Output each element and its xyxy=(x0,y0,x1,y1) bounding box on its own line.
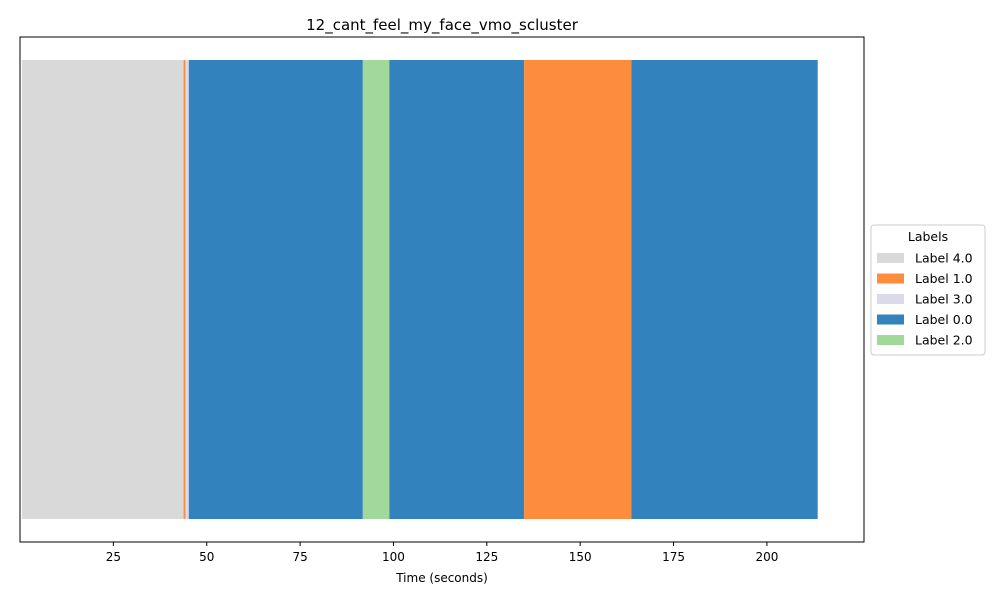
x-axis-ticks: 25 50 75 100 125 150 175 200 xyxy=(106,542,778,564)
legend-swatch-1 xyxy=(877,273,904,284)
x-tick-label-125: 125 xyxy=(475,550,498,564)
segment-6 xyxy=(524,60,632,519)
x-tick-label-100: 100 xyxy=(382,550,405,564)
segment-0 xyxy=(21,60,184,519)
x-tick-label-75: 75 xyxy=(292,550,307,564)
legend-swatch-0 xyxy=(877,253,904,263)
legend-swatch-3 xyxy=(877,314,904,325)
x-tick-label-50: 50 xyxy=(199,550,214,564)
segment-7 xyxy=(631,60,818,519)
segment-1 xyxy=(183,60,186,519)
legend-label-2: Label 3.0 xyxy=(915,292,973,307)
legend-entries: Label 4.0 Label 1.0 Label 3.0 Label 0.0 Labe… xyxy=(877,251,973,348)
segments-group xyxy=(21,60,818,519)
chart-title: 12_cant_feel_my_face_vmo_scluster xyxy=(306,16,579,35)
segment-3 xyxy=(188,60,363,519)
x-tick-label-200: 200 xyxy=(755,550,778,564)
legend-label-1: Label 1.0 xyxy=(915,271,973,286)
legend-title: Labels xyxy=(908,229,948,244)
segment-5 xyxy=(389,60,525,519)
segment-4 xyxy=(362,60,390,519)
legend-swatch-2 xyxy=(877,294,904,304)
legend-label-4: Label 2.0 xyxy=(915,333,973,348)
x-tick-label-175: 175 xyxy=(662,550,685,564)
x-axis-label: Time (seconds) xyxy=(395,571,488,585)
x-tick-label-150: 150 xyxy=(569,550,592,564)
plot-frame xyxy=(19,36,865,543)
x-tick-label-25: 25 xyxy=(106,550,121,564)
legend-swatch-4 xyxy=(877,335,904,345)
segment-2 xyxy=(185,60,189,519)
legend-label-3: Label 0.0 xyxy=(915,312,973,327)
legend-label-0: Label 4.0 xyxy=(915,251,973,266)
